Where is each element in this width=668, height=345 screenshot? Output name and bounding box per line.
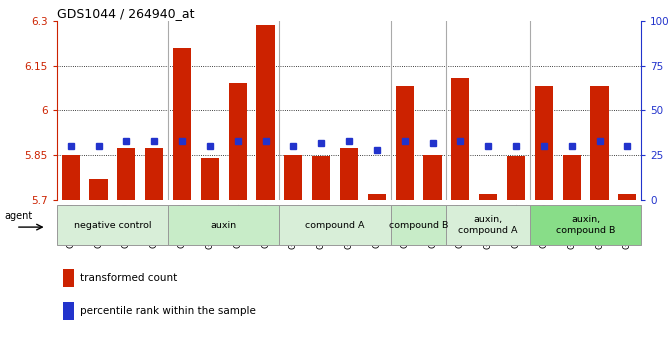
Bar <box>63 268 74 287</box>
Bar <box>228 83 246 200</box>
Bar <box>535 87 553 200</box>
Bar <box>619 194 637 200</box>
Text: auxin,
compound A: auxin, compound A <box>458 215 518 235</box>
Text: percentile rank within the sample: percentile rank within the sample <box>80 306 256 316</box>
Bar <box>173 48 191 200</box>
Bar <box>201 158 219 200</box>
Bar <box>424 155 442 200</box>
Bar <box>90 179 108 200</box>
Bar <box>391 205 446 245</box>
Text: transformed count: transformed count <box>80 273 178 283</box>
Text: auxin: auxin <box>210 220 237 230</box>
Bar <box>479 194 497 200</box>
Bar <box>61 155 79 200</box>
Bar <box>57 205 168 245</box>
Text: GDS1044 / 264940_at: GDS1044 / 264940_at <box>57 7 194 20</box>
Bar <box>279 205 391 245</box>
Text: negative control: negative control <box>73 220 151 230</box>
Bar <box>285 155 303 200</box>
Bar <box>118 148 136 200</box>
Text: compound B: compound B <box>389 220 448 230</box>
Bar <box>145 148 163 200</box>
Bar <box>446 205 530 245</box>
Bar <box>395 87 413 200</box>
Bar <box>507 156 525 200</box>
Text: agent: agent <box>5 211 33 221</box>
Bar <box>368 194 386 200</box>
Bar <box>562 155 580 200</box>
Text: auxin,
compound B: auxin, compound B <box>556 215 615 235</box>
Bar <box>452 78 470 200</box>
Bar <box>530 205 641 245</box>
Bar <box>63 302 74 320</box>
Bar <box>257 25 275 200</box>
Bar <box>591 87 609 200</box>
Bar <box>312 156 330 200</box>
Bar <box>340 148 358 200</box>
Text: compound A: compound A <box>305 220 365 230</box>
Bar <box>168 205 279 245</box>
